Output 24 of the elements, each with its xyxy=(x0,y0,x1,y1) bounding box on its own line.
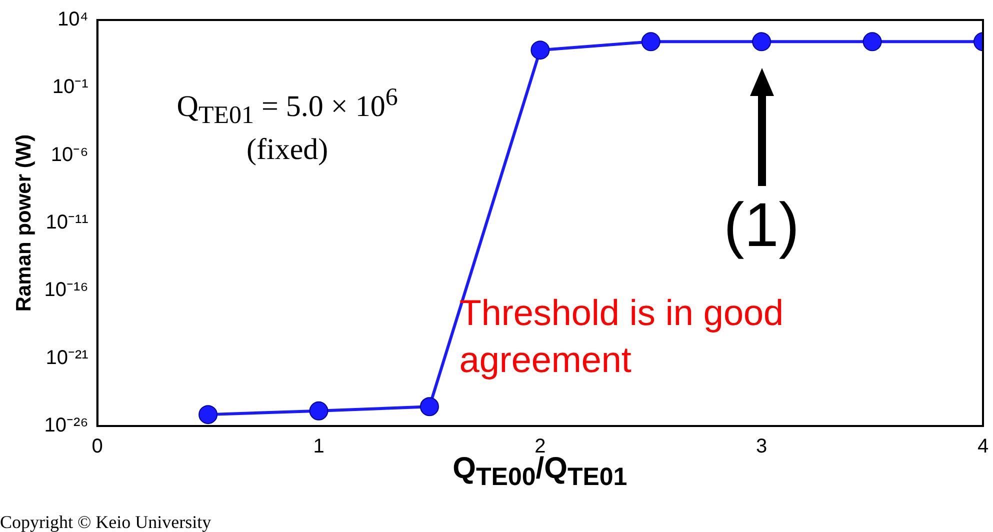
y-tick-label: 10⁻²¹ xyxy=(46,346,89,369)
y-tick-label: 10⁴ xyxy=(57,8,88,31)
point xyxy=(420,397,439,416)
y-tick-label: 10⁻¹⁶ xyxy=(44,279,88,302)
point xyxy=(198,405,218,424)
point xyxy=(530,40,550,60)
text: Q$_{TE01}$ = 5.0 × 10$^{6}$ (fixed) xyxy=(176,84,398,166)
x-axis-title: Q$_{TE00}$/Q$_{TE01}$ xyxy=(452,452,628,492)
y-tick-label: 10⁻⁶ xyxy=(50,144,88,166)
y-tick-label: 10⁻²⁶ xyxy=(44,414,88,437)
point xyxy=(641,32,660,52)
y-axis-title: Raman power (W) xyxy=(12,134,36,312)
x-tick-label: 4 xyxy=(977,436,989,458)
point xyxy=(862,32,882,52)
point xyxy=(752,32,772,52)
x-tick-label: 3 xyxy=(756,436,768,458)
x-tick-label: 0 xyxy=(92,436,103,458)
y-tick-label: 10⁻¹¹ xyxy=(46,212,89,234)
annotation: (1) xyxy=(724,190,800,261)
text: Copyright © Keio University xyxy=(0,512,212,532)
point xyxy=(309,401,328,420)
y-tick-label: 10⁻¹ xyxy=(52,76,89,98)
x-tick-label: 1 xyxy=(313,436,324,458)
annotation: Threshold is in good agreement xyxy=(459,291,785,382)
